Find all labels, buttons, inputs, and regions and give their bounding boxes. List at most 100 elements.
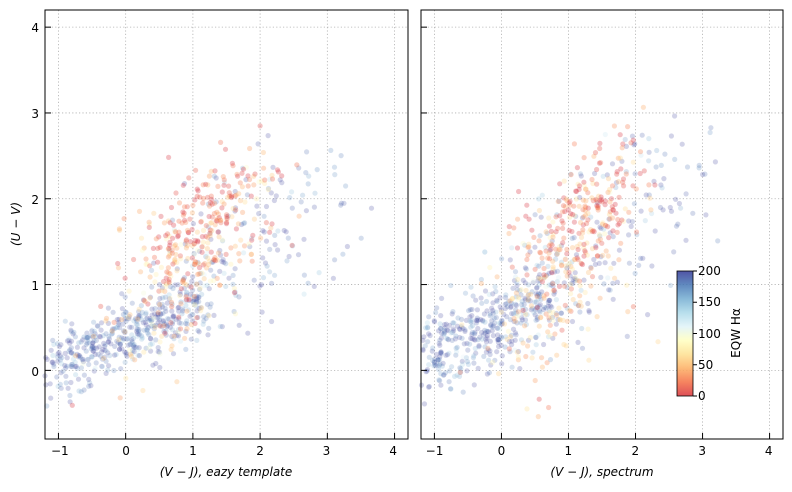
scatter-point xyxy=(184,204,190,210)
scatter-point xyxy=(548,314,554,320)
scatter-point xyxy=(457,334,463,341)
scatter-point xyxy=(176,229,182,235)
scatter-point xyxy=(568,286,575,292)
scatter-point xyxy=(442,370,449,376)
scatter-point xyxy=(605,189,611,195)
scatter-point xyxy=(603,248,609,254)
scatter-point xyxy=(155,319,161,325)
scatter-point xyxy=(123,375,129,381)
scatter-point xyxy=(457,369,464,375)
scatter-point xyxy=(239,221,245,228)
scatter-point xyxy=(109,328,115,334)
scatter-point xyxy=(63,365,69,371)
scatter-point xyxy=(585,326,591,332)
scatter-point xyxy=(598,274,604,280)
scatter-point xyxy=(162,294,168,300)
scatter-point xyxy=(622,206,628,212)
scatter-point xyxy=(232,311,239,317)
scatter-point xyxy=(597,233,603,239)
scatter-point xyxy=(626,218,632,224)
scatter-point xyxy=(150,315,157,321)
scatter-point xyxy=(444,335,450,342)
scatter-point xyxy=(73,363,79,369)
scatter-point xyxy=(528,307,534,313)
scatter-point xyxy=(141,349,147,355)
scatter-point xyxy=(164,323,170,330)
scatter-point xyxy=(221,270,227,276)
scatter-point xyxy=(514,349,521,355)
scatter-point xyxy=(63,373,69,379)
scatter-point xyxy=(602,198,609,204)
scatter-point xyxy=(55,358,61,364)
scatter-point xyxy=(536,303,542,309)
scatter-point xyxy=(196,294,202,301)
scatter-point xyxy=(84,335,90,341)
scatter-point xyxy=(630,183,636,189)
scatter-point xyxy=(550,266,556,272)
scatter-point xyxy=(534,305,540,311)
scatter-point xyxy=(509,311,515,317)
scatter-point xyxy=(279,173,285,179)
scatter-point xyxy=(607,186,613,193)
colorbar-tick-label: 100 xyxy=(698,327,721,341)
scatter-point xyxy=(569,228,575,235)
scatter-point xyxy=(615,179,622,185)
scatter-point xyxy=(190,202,196,208)
scatter-point xyxy=(55,354,61,360)
scatter-point xyxy=(487,338,493,344)
scatter-point xyxy=(484,308,490,314)
scatter-point xyxy=(146,221,153,227)
scatter-point xyxy=(216,234,222,240)
scatter-point xyxy=(454,344,460,350)
scatter-point xyxy=(129,351,135,357)
scatter-point xyxy=(200,200,206,206)
scatter-point xyxy=(189,255,195,261)
scatter-point xyxy=(439,330,445,336)
scatter-point xyxy=(535,291,541,297)
scatter-point xyxy=(564,251,570,257)
scatter-point xyxy=(268,225,274,231)
scatter-point xyxy=(211,257,217,263)
scatter-point xyxy=(426,383,432,390)
scatter-point xyxy=(458,324,464,330)
scatter-point xyxy=(126,316,132,322)
scatter-point xyxy=(101,355,107,361)
scatter-point xyxy=(586,308,592,314)
scatter-point xyxy=(657,204,664,211)
scatter-point xyxy=(576,203,582,209)
scatter-point xyxy=(168,346,174,353)
scatter-point xyxy=(513,294,519,300)
scatter-point xyxy=(447,386,454,392)
scatter-point xyxy=(199,249,205,255)
scatter-point xyxy=(72,334,78,340)
scatter-point xyxy=(206,313,212,319)
scatter-point xyxy=(93,345,100,351)
scatter-point xyxy=(358,235,364,241)
scatter-point xyxy=(157,244,163,250)
scatter-point xyxy=(613,184,619,191)
scatter-point xyxy=(574,255,580,261)
scatter-point xyxy=(606,216,612,222)
scatter-point xyxy=(165,265,171,271)
right-panel: −1 0 1 2 3 4 (V − J), spectrum 0 50 100 … xyxy=(418,9,784,479)
scatter-point xyxy=(58,385,64,391)
scatter-point xyxy=(217,252,224,258)
scatter-point xyxy=(567,282,574,288)
scatter-point xyxy=(522,323,528,329)
scatter-point xyxy=(328,147,334,153)
scatter-point xyxy=(153,271,159,278)
scatter-point xyxy=(550,231,556,237)
scatter-point xyxy=(174,332,180,338)
scatter-point xyxy=(468,335,474,341)
scatter-point xyxy=(482,319,488,325)
scatter-point xyxy=(186,283,192,289)
scatter-point xyxy=(537,309,543,315)
scatter-point xyxy=(532,377,538,384)
scatter-point xyxy=(524,406,530,412)
scatter-point xyxy=(191,301,197,307)
scatter-point xyxy=(265,186,271,193)
scatter-point xyxy=(453,352,459,358)
scatter-point xyxy=(435,357,441,363)
scatter-point xyxy=(515,276,521,282)
scatter-point xyxy=(340,251,346,257)
